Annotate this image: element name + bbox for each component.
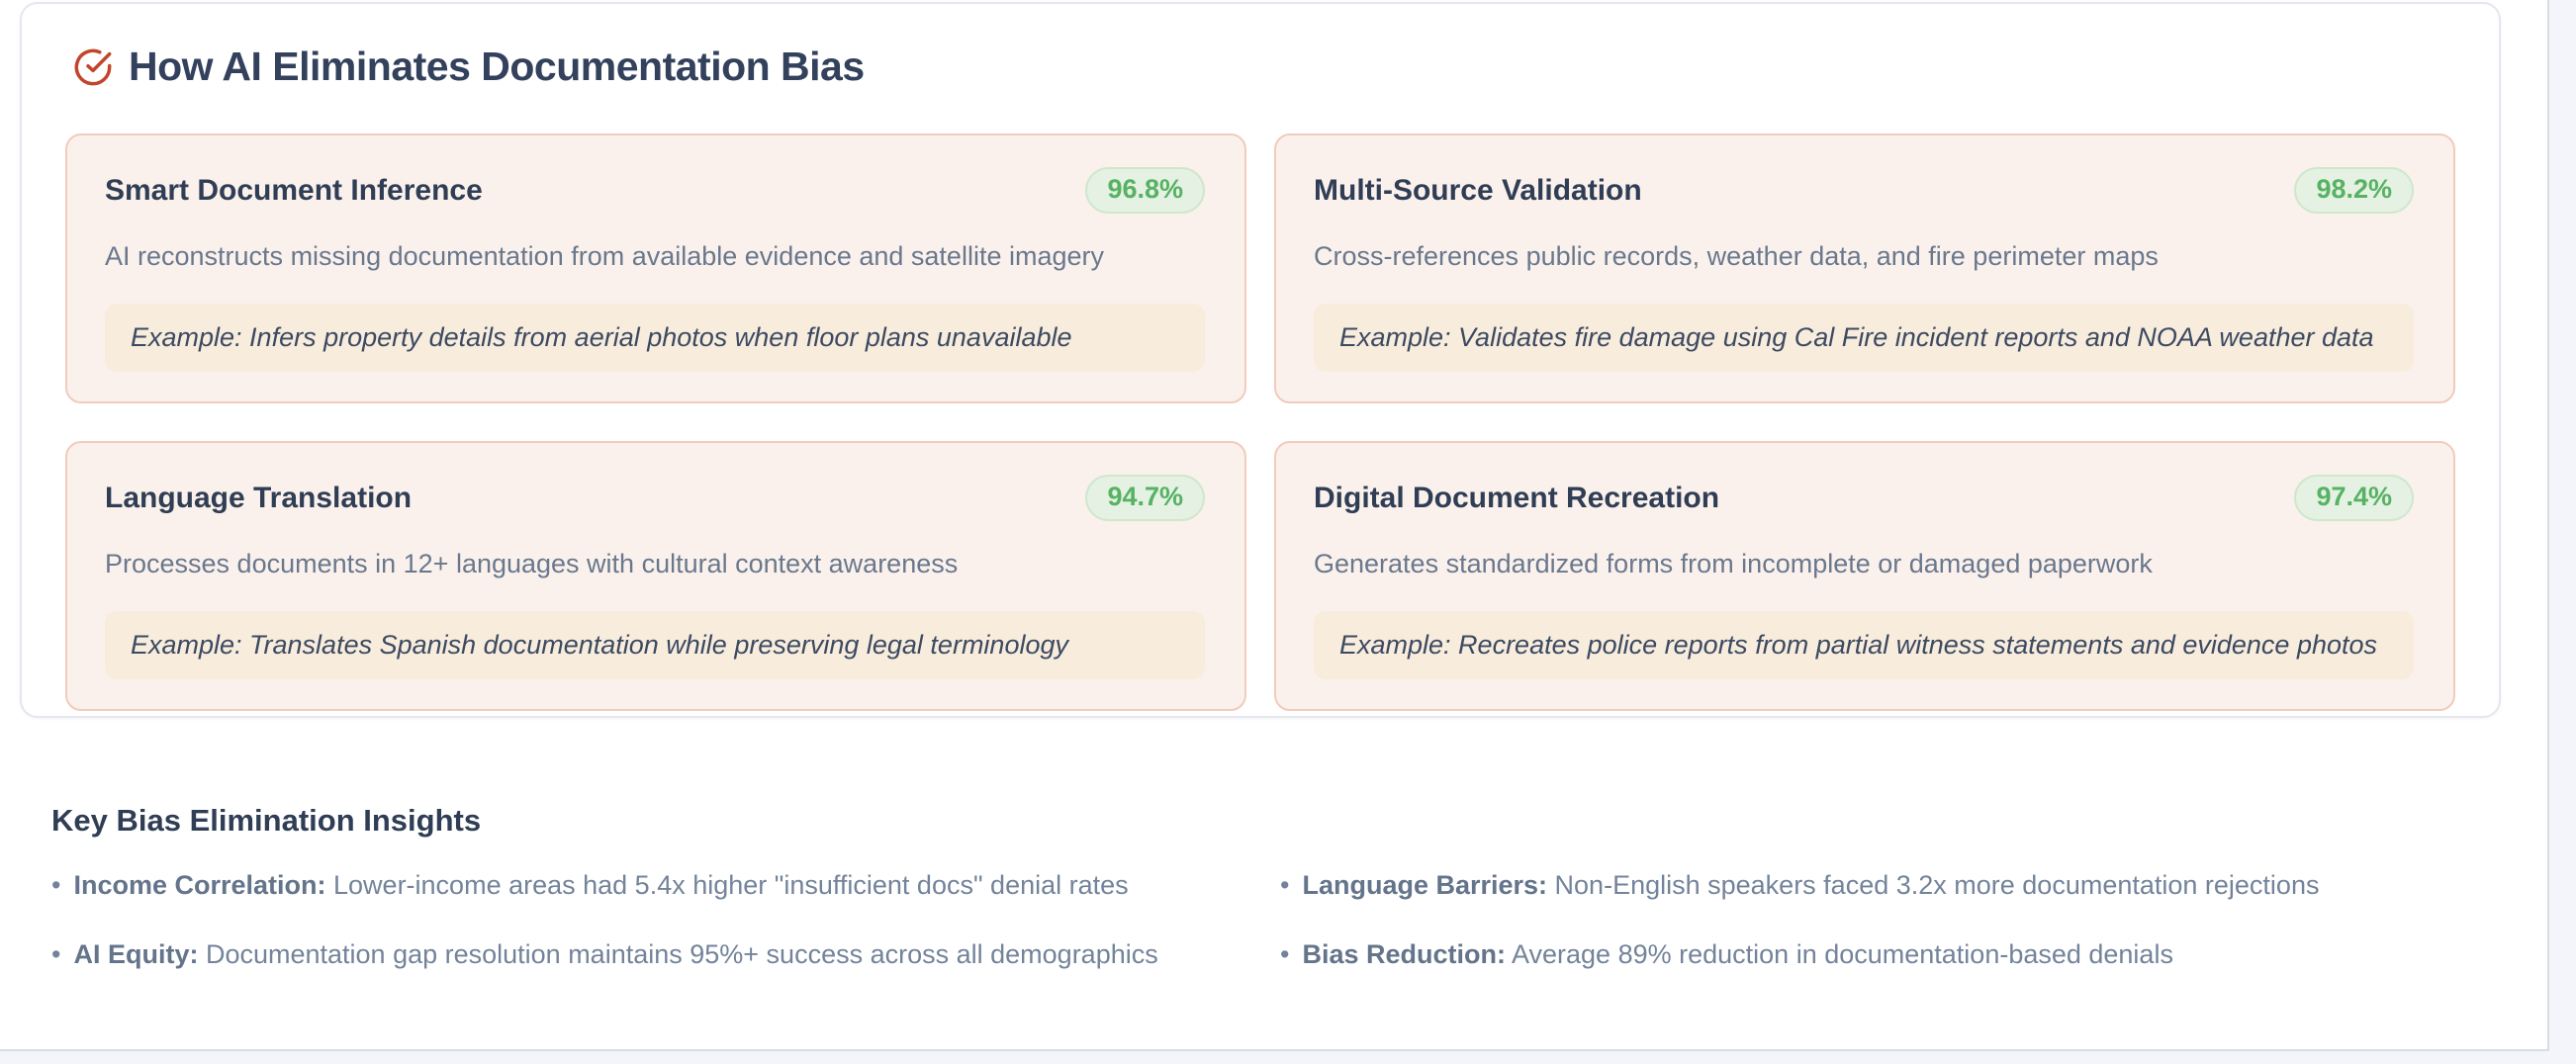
- insight-text: Non-English speakers faced 3.2x more doc…: [1554, 870, 2320, 900]
- capability-description: Processes documents in 12+ languages wit…: [105, 549, 959, 578]
- insight-label: Income Correlation:: [73, 870, 326, 900]
- insight-label: Language Barriers:: [1302, 870, 1548, 900]
- insight-label: AI Equity:: [73, 939, 199, 969]
- bullet-icon: •: [51, 870, 61, 900]
- capability-example: Example: Translates Spanish documentatio…: [105, 611, 1205, 679]
- insight-text: Documentation gap resolution maintains 9…: [205, 939, 1158, 969]
- capability-example: Example: Validates fire damage using Cal…: [1314, 304, 2414, 372]
- insights-grid: • Income Correlation: Lower-income areas …: [51, 868, 2501, 971]
- section-header: How AI Eliminates Documentation Bias: [73, 44, 2455, 90]
- insight-label: Bias Reduction:: [1302, 939, 1506, 969]
- accuracy-badge: 96.8%: [1085, 167, 1205, 214]
- section-title: How AI Eliminates Documentation Bias: [129, 44, 865, 89]
- capability-description: AI reconstructs missing documentation fr…: [105, 241, 1104, 271]
- capability-card-digital-document-recreation: Digital Document Recreation 97.4% Genera…: [1274, 441, 2455, 711]
- accuracy-badge: 94.7%: [1085, 475, 1205, 521]
- capability-example: Example: Infers property details from ae…: [105, 304, 1205, 372]
- capability-example: Example: Recreates police reports from p…: [1314, 611, 2414, 679]
- check-circle-icon: [73, 47, 113, 87]
- content-panel: How AI Eliminates Documentation Bias Sma…: [0, 0, 2549, 1051]
- capability-card-multi-source-validation: Multi-Source Validation 98.2% Cross-refe…: [1274, 133, 2455, 403]
- capability-card-header: Smart Document Inference 96.8%: [105, 167, 1205, 214]
- capability-title: Digital Document Recreation: [1314, 481, 1720, 514]
- accuracy-badge: 97.4%: [2294, 475, 2414, 521]
- insight-item-bias-reduction: • Bias Reduction: Average 89% reduction i…: [1280, 937, 2501, 971]
- capability-card-language-translation: Language Translation 94.7% Processes doc…: [65, 441, 1246, 711]
- capability-card-header: Multi-Source Validation 98.2%: [1314, 167, 2414, 214]
- bullet-icon: •: [1280, 870, 1290, 900]
- capability-description: Cross-references public records, weather…: [1314, 241, 2159, 271]
- insights-heading: Key Bias Elimination Insights: [51, 803, 482, 838]
- capability-title: Language Translation: [105, 481, 413, 514]
- bullet-icon: •: [51, 939, 61, 969]
- insight-text: Lower-income areas had 5.4x higher "insu…: [333, 870, 1129, 900]
- insight-item-language-barriers: • Language Barriers: Non-English speakers…: [1280, 868, 2501, 902]
- capability-card-smart-document-inference: Smart Document Inference 96.8% AI recons…: [65, 133, 1246, 403]
- capability-grid: Smart Document Inference 96.8% AI recons…: [65, 133, 2455, 711]
- capability-card-header: Digital Document Recreation 97.4%: [1314, 475, 2414, 521]
- insight-item-income-correlation: • Income Correlation: Lower-income areas …: [51, 868, 1280, 902]
- insight-text: Average 89% reduction in documentation-b…: [1512, 939, 2173, 969]
- accuracy-badge: 98.2%: [2294, 167, 2414, 214]
- bullet-icon: •: [1280, 939, 1290, 969]
- capability-title: Smart Document Inference: [105, 173, 483, 207]
- capability-title: Multi-Source Validation: [1314, 173, 1642, 207]
- insights-section: Key Bias Elimination Insights • Income Co…: [51, 803, 2501, 971]
- ai-bias-section-card: How AI Eliminates Documentation Bias Sma…: [20, 2, 2501, 718]
- insight-item-ai-equity: • AI Equity: Documentation gap resolution…: [51, 937, 1280, 971]
- capability-description: Generates standardized forms from incomp…: [1314, 549, 2153, 578]
- capability-card-header: Language Translation 94.7%: [105, 475, 1205, 521]
